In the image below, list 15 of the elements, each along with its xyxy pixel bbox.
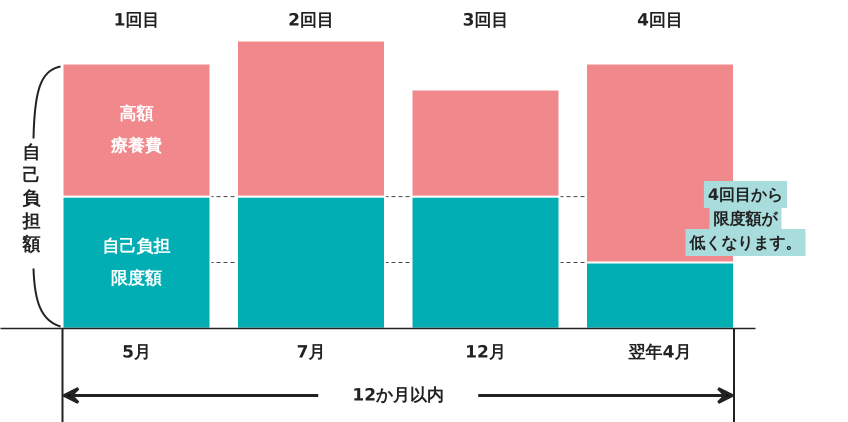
annotation: 4回目から bbox=[708, 185, 784, 204]
x-tick-label: 12月 bbox=[465, 342, 506, 362]
x-tick-label: 7月 bbox=[296, 342, 326, 362]
text: 2回目 bbox=[288, 10, 334, 30]
text: 4回目 bbox=[637, 10, 683, 30]
series-label: 高額療養費 bbox=[110, 104, 162, 156]
annotation: 低くなります。 bbox=[688, 233, 802, 252]
text: 12か月以内 bbox=[352, 386, 444, 406]
x-tick-label: 5月 bbox=[122, 342, 151, 362]
text: 3回目 bbox=[462, 10, 508, 30]
annotation: 限度額が bbox=[714, 209, 778, 228]
x-tick-label: 翌年4月 bbox=[628, 342, 692, 362]
y-axis-title: 自己負担額 bbox=[22, 142, 42, 255]
series-label: 自己負担限度額 bbox=[102, 236, 170, 289]
text: 1回目 bbox=[114, 10, 160, 30]
